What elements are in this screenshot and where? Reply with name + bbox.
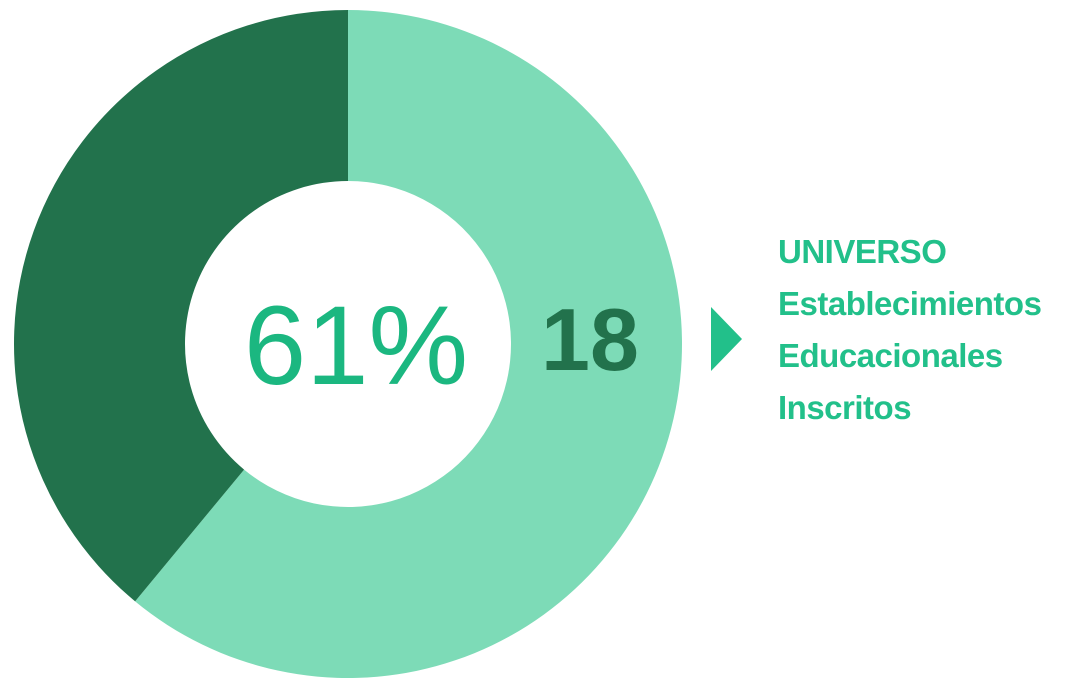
donut-slice-2 xyxy=(14,10,348,602)
triangle-right-icon xyxy=(711,307,742,371)
donut-slices xyxy=(14,10,682,678)
count-label: 18 xyxy=(541,290,639,389)
caption-line-educacionales: Educacionales xyxy=(778,337,1003,374)
caption-line-establecimientos: Establecimientos xyxy=(778,285,1042,322)
caption-line-universo: UNIVERSO xyxy=(778,233,947,270)
center-percentage-label: 61% xyxy=(244,283,468,408)
donut-slice-1 xyxy=(135,10,682,678)
universe-caption: UNIVERSO Establecimientos Educacionales … xyxy=(778,226,1042,434)
caption-line-inscritos: Inscritos xyxy=(778,389,912,426)
